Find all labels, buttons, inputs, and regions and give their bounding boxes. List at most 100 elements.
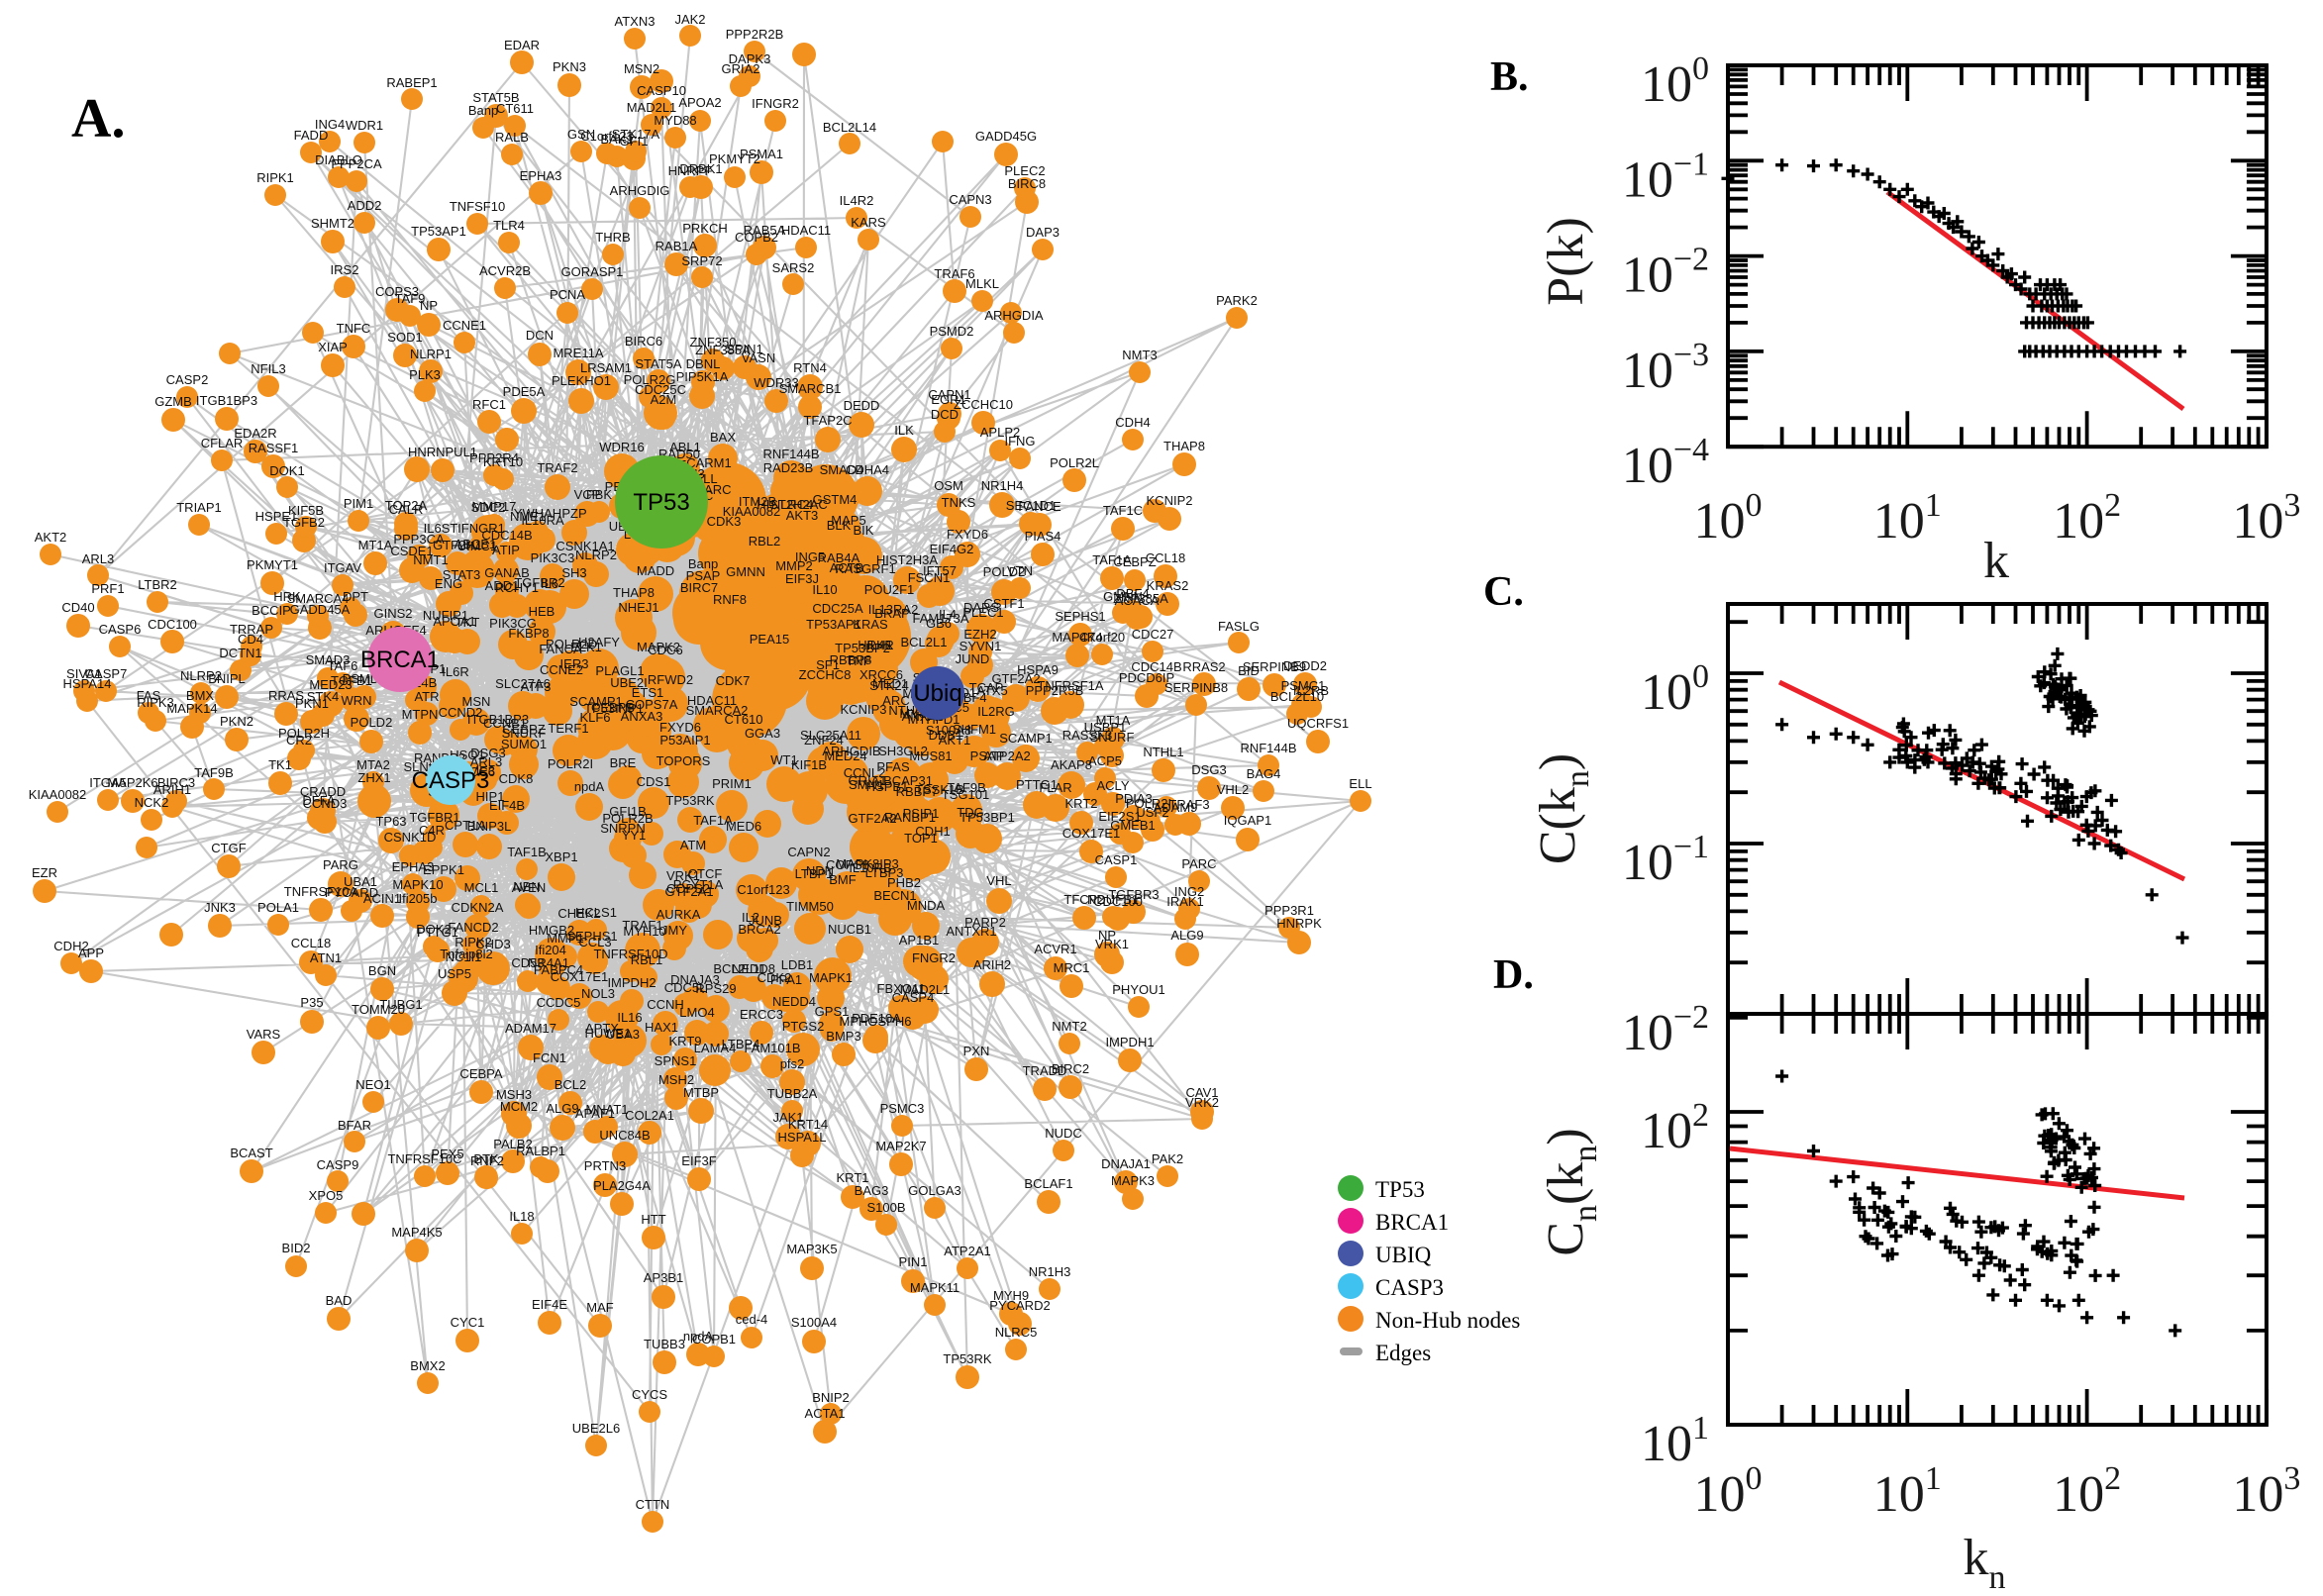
svg-text:VCP: VCP — [574, 487, 601, 502]
svg-text:IL16: IL16 — [617, 1010, 642, 1025]
svg-text:CTCF: CTCF — [688, 866, 723, 881]
svg-text:D.: D. — [1493, 952, 1534, 998]
svg-text:SEC1D1: SEC1D1 — [1006, 498, 1057, 513]
svg-text:LAMA4: LAMA4 — [694, 1041, 737, 1055]
svg-text:CCL18: CCL18 — [1146, 550, 1185, 565]
svg-text:MMP1: MMP1 — [547, 931, 584, 946]
svg-text:IL13RA2: IL13RA2 — [868, 602, 919, 617]
svg-text:NP: NP — [1098, 928, 1116, 943]
svg-text:ARL3: ARL3 — [82, 551, 115, 566]
svg-text:TP53RK: TP53RK — [665, 793, 714, 808]
svg-text:GMNN: GMNN — [1103, 589, 1143, 604]
svg-text:BGN: BGN — [368, 963, 396, 978]
svg-text:MMP2: MMP2 — [775, 558, 813, 573]
svg-text:IL4: IL4 — [939, 607, 957, 622]
svg-text:CCNL2: CCNL2 — [844, 765, 886, 780]
svg-text:VASN: VASN — [742, 350, 775, 365]
svg-text:RNF144B: RNF144B — [1240, 741, 1296, 755]
svg-text:PLEKHO1: PLEKHO1 — [552, 373, 611, 388]
svg-text:ACTB: ACTB — [830, 560, 864, 575]
svg-text:BCL2L10: BCL2L10 — [1270, 689, 1324, 704]
svg-text:CHEK2: CHEK2 — [557, 906, 600, 921]
svg-text:PCYT1A: PCYT1A — [673, 877, 724, 892]
svg-text:SUMO1: SUMO1 — [501, 737, 547, 751]
svg-text:FXYD6: FXYD6 — [947, 527, 988, 542]
svg-text:LRSAM1: LRSAM1 — [580, 360, 632, 375]
svg-text:FCN1: FCN1 — [533, 1050, 566, 1065]
svg-text:ced-4: ced-4 — [736, 1312, 768, 1327]
svg-text:npdA: npdA — [683, 1329, 714, 1344]
svg-text:GB6: GB6 — [926, 616, 952, 631]
svg-text:TIMM50: TIMM50 — [786, 899, 834, 914]
svg-text:USP5: USP5 — [438, 966, 471, 981]
svg-text:EIF4B: EIF4B — [489, 798, 525, 813]
svg-text:IRS2: IRS2 — [331, 262, 359, 277]
svg-text:COX17E1: COX17E1 — [551, 969, 609, 984]
svg-text:HRH1: HRH1 — [858, 638, 892, 652]
svg-text:BTK: BTK — [473, 1151, 499, 1166]
svg-text:PKN3: PKN3 — [553, 59, 586, 74]
svg-text:UNC84B: UNC84B — [599, 1128, 650, 1143]
svg-text:H2AFY: H2AFY — [578, 635, 620, 649]
svg-text:MAP2K7: MAP2K7 — [875, 1139, 926, 1153]
svg-text:TAF9B: TAF9B — [194, 765, 234, 780]
svg-text:POLR2D: POLR2D — [546, 637, 597, 651]
svg-text:FADD: FADD — [294, 128, 329, 143]
svg-text:CDC25C: CDC25C — [635, 382, 686, 397]
svg-text:PSIP1: PSIP1 — [903, 806, 940, 821]
svg-text:CEBPZ: CEBPZ — [502, 722, 545, 737]
svg-text:OSM: OSM — [934, 478, 963, 493]
svg-text:CCL18: CCL18 — [291, 936, 331, 950]
svg-text:BAD: BAD — [326, 1293, 353, 1308]
svg-text:CDC14B: CDC14B — [1131, 659, 1181, 674]
svg-text:NEO1: NEO1 — [355, 1077, 390, 1092]
svg-text:BIK: BIK — [854, 523, 874, 538]
svg-text:FNGR2: FNGR2 — [912, 950, 956, 965]
svg-text:GADD45G: GADD45G — [975, 129, 1037, 144]
svg-text:102: 102 — [2053, 1460, 2121, 1523]
svg-text:GORASP1: GORASP1 — [561, 264, 624, 279]
svg-text:RIPK2: RIPK2 — [454, 935, 492, 949]
svg-text:FAM101B: FAM101B — [744, 1041, 800, 1055]
svg-text:RCHY1: RCHY1 — [495, 580, 539, 595]
svg-text:APLP2: APLP2 — [980, 425, 1020, 440]
svg-text:SMAD3: SMAD3 — [306, 652, 351, 667]
svg-text:AP1B1: AP1B1 — [899, 933, 939, 948]
svg-text:DPT: DPT — [343, 589, 368, 604]
svg-text:ATF3: ATF3 — [521, 679, 552, 694]
svg-text:BCL2L1: BCL2L1 — [901, 635, 948, 649]
svg-text:EIF4E: EIF4E — [532, 1297, 567, 1312]
svg-text:SCAMP1: SCAMP1 — [999, 731, 1052, 746]
svg-text:CASP3: CASP3 — [412, 767, 490, 794]
svg-text:HDAC11: HDAC11 — [687, 693, 737, 708]
svg-text:IRAK1: IRAK1 — [1166, 894, 1204, 909]
svg-text:SDC2: SDC2 — [471, 500, 506, 515]
svg-text:CASP2: CASP2 — [166, 372, 209, 387]
svg-text:FBXO11: FBXO11 — [877, 981, 926, 996]
svg-text:PIK3CG: PIK3CG — [489, 616, 537, 631]
svg-text:P(k): P(k) — [1538, 217, 1594, 306]
svg-text:CSNK1A1: CSNK1A1 — [556, 539, 614, 553]
svg-text:SRP72: SRP72 — [681, 253, 722, 268]
svg-text:C.: C. — [1483, 569, 1524, 615]
svg-text:MAPK2: MAPK2 — [637, 640, 680, 654]
svg-text:ZCCHC8: ZCCHC8 — [799, 667, 852, 682]
svg-text:C7orf20: C7orf20 — [1079, 630, 1125, 645]
svg-text:BAX: BAX — [710, 430, 736, 445]
svg-text:DCTN1: DCTN1 — [219, 646, 261, 660]
svg-text:UIMC1: UIMC1 — [457, 539, 497, 553]
svg-text:BCL2L14: BCL2L14 — [823, 120, 876, 135]
svg-text:TP53: TP53 — [1375, 1177, 1425, 1202]
svg-text:PARC: PARC — [1181, 856, 1216, 871]
svg-text:TRAF6: TRAF6 — [934, 266, 974, 281]
svg-text:CASP1: CASP1 — [1095, 852, 1138, 867]
svg-text:VARS: VARS — [247, 1027, 281, 1042]
svg-text:COPB2: COPB2 — [735, 230, 778, 245]
svg-text:CT610: CT610 — [724, 712, 762, 727]
svg-text:KRAS2: KRAS2 — [1147, 578, 1189, 593]
svg-text:PSAP: PSAP — [686, 568, 721, 583]
svg-text:APTX: APTX — [585, 1021, 619, 1036]
svg-text:10−3: 10−3 — [1622, 337, 1709, 399]
svg-text:TRAF3: TRAF3 — [1168, 797, 1209, 812]
svg-text:TOP1: TOP1 — [904, 831, 938, 846]
